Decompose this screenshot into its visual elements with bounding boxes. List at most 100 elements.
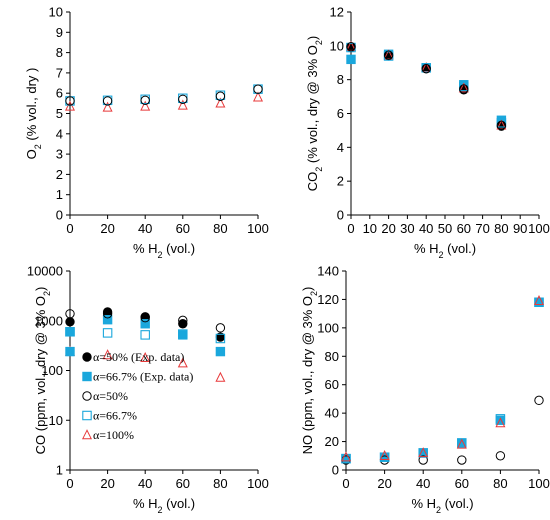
data-point [215,346,226,357]
y-tick-label: 1000 [34,313,63,328]
data-point [495,417,506,428]
y-tick-label: 10000 [27,264,63,279]
x-tick-label: 40 [419,221,433,236]
data-point [102,309,113,319]
axis-title-fragment: % H [133,496,158,511]
data-point [379,452,390,462]
data-point [495,451,506,461]
legend-marker [82,352,92,362]
series-exp66 [341,297,544,464]
series-sim66 [341,297,544,464]
axis-title-fragment: (% vol., dry ) [24,68,39,145]
axis-title-fragment: (vol.) [444,241,477,256]
legend-label: α=66.7% (Exp. data) [93,370,193,384]
data-point [215,91,226,101]
data-point [458,82,469,93]
x-tick-label: 0 [66,221,73,236]
legend-label: α=50% (Exp. data) [93,350,184,364]
data-point [418,447,429,458]
data-point [215,371,226,382]
data-point [215,323,226,333]
x-tick-label: 100 [247,476,269,491]
data-point [341,453,351,464]
data-point [496,120,507,131]
series-sim66 [346,42,507,128]
y-tick-label: 12 [330,5,344,20]
y-tick-label: 60 [325,377,339,392]
legend-marker [81,429,93,440]
x-tick-label: 20 [381,221,395,236]
x-tick-label: 40 [416,476,430,491]
x-axis-title: % H2 (vol.) [133,496,195,515]
x-tick-label: 60 [176,221,190,236]
x-tick-label: 60 [176,476,190,491]
x-axis-title: % H2 (vol.) [414,241,476,260]
axis-title-fragment: CO (ppm, vol., dry @ 3% O [33,296,48,454]
data-point [421,63,431,74]
data-point [252,91,264,102]
x-axis-title: % H2 (vol.) [411,496,473,515]
x-tick-label: 80 [213,476,227,491]
series-sim50 [341,395,544,465]
y-tick-label: 100 [41,363,63,378]
series-sim50 [65,309,226,333]
y-tick-label: 6 [56,86,63,101]
x-tick-label: 40 [138,476,152,491]
data-point [533,295,545,306]
x-tick-label: 50 [438,221,452,236]
y-tick-label: 20 [325,434,339,449]
axis-title-fragment: 2 [309,291,319,296]
axis-title-fragment: 2 [42,291,52,296]
data-point [177,357,188,368]
axis-title-fragment: (vol.) [441,496,474,511]
data-point [102,307,113,317]
data-point [456,438,467,449]
y-axis-title: O2 (% vol., dry ) [24,68,43,160]
data-point [178,315,188,326]
y-tick-label: 1 [56,463,63,478]
data-point [346,41,356,52]
data-point [346,54,356,65]
data-point [178,329,188,339]
axis-title-fragment: 2 [33,144,43,149]
x-tick-label: 60 [457,221,471,236]
data-point [102,314,113,325]
data-point [215,97,226,108]
data-point [534,395,544,406]
axis-title-fragment: CO [305,172,320,192]
x-tick-label: 90 [513,221,527,236]
series-exp50 [346,42,507,131]
axis-title-fragment: ) [305,36,320,40]
x-tick-label: 80 [213,221,227,236]
data-point [140,313,150,323]
x-tick-label: 30 [400,221,414,236]
y-tick-label: 0 [56,208,63,223]
x-tick-label: 10 [363,221,377,236]
data-point [64,100,76,111]
x-tick-label: 70 [475,221,489,236]
data-point [140,330,150,340]
axis-title-fragment: 2 [439,250,444,260]
data-point [534,297,544,308]
axis-title-fragment: ) [300,287,315,291]
y-tick-label: 2 [337,174,344,189]
data-point [340,451,352,462]
x-tick-label: 0 [347,221,354,236]
axis-title-fragment: (% vol., dry @ 3% O [305,45,320,167]
data-point [102,101,113,112]
x-tick-label: 0 [66,476,73,491]
y-tick-label: 8 [56,45,63,60]
legend-marker [82,410,92,421]
axis-title-fragment: 2 [158,250,163,260]
data-point [65,346,75,357]
y-tick-label: 40 [325,406,339,421]
data-point [383,50,394,60]
axis-title-fragment: % H [411,496,436,511]
x-tick-label: 100 [528,221,550,236]
data-point [215,333,226,344]
data-point [459,81,469,92]
x-tick-label: 80 [493,476,507,491]
series-exp66 [346,49,507,125]
